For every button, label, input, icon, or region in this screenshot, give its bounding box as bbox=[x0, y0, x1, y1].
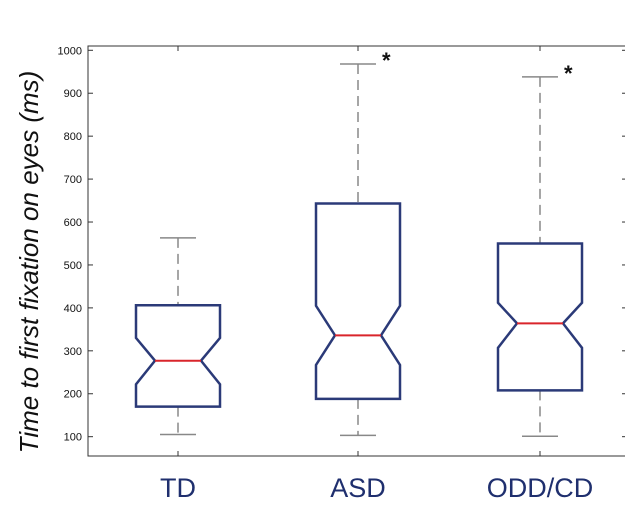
y-axis-label: Time to first fixation on eyes (ms) bbox=[14, 71, 44, 454]
category-label: TD bbox=[160, 473, 196, 503]
y-tick-label: 400 bbox=[64, 303, 82, 315]
y-tick-label: 100 bbox=[64, 432, 82, 444]
x-axis: TD ASD ODD/CD bbox=[160, 46, 593, 503]
y-tick-label: 900 bbox=[64, 88, 82, 100]
y-axis: 100 200 300 400 500 600 700 800 900 1000 bbox=[58, 45, 625, 444]
box-outline bbox=[496, 242, 584, 392]
significance-marker: * bbox=[382, 48, 391, 73]
y-tick-label: 800 bbox=[64, 131, 82, 143]
y-tick-label: 700 bbox=[64, 174, 82, 186]
box-td bbox=[134, 237, 222, 436]
category-label: ODD/CD bbox=[487, 473, 594, 503]
y-tick-label: 200 bbox=[64, 389, 82, 401]
plot-area bbox=[87, 45, 625, 457]
box-odd-cd: * bbox=[496, 61, 584, 438]
boxes: ** bbox=[134, 48, 584, 438]
y-tick-label: 1000 bbox=[58, 45, 82, 57]
significance-marker: * bbox=[564, 61, 573, 86]
box-outline bbox=[134, 304, 222, 408]
y-tick-label: 500 bbox=[64, 260, 82, 272]
category-label: ASD bbox=[330, 473, 386, 503]
box-asd: * bbox=[314, 48, 402, 437]
box-outline bbox=[314, 202, 402, 401]
y-tick-label: 300 bbox=[64, 346, 82, 358]
y-tick-label: 600 bbox=[64, 217, 82, 229]
